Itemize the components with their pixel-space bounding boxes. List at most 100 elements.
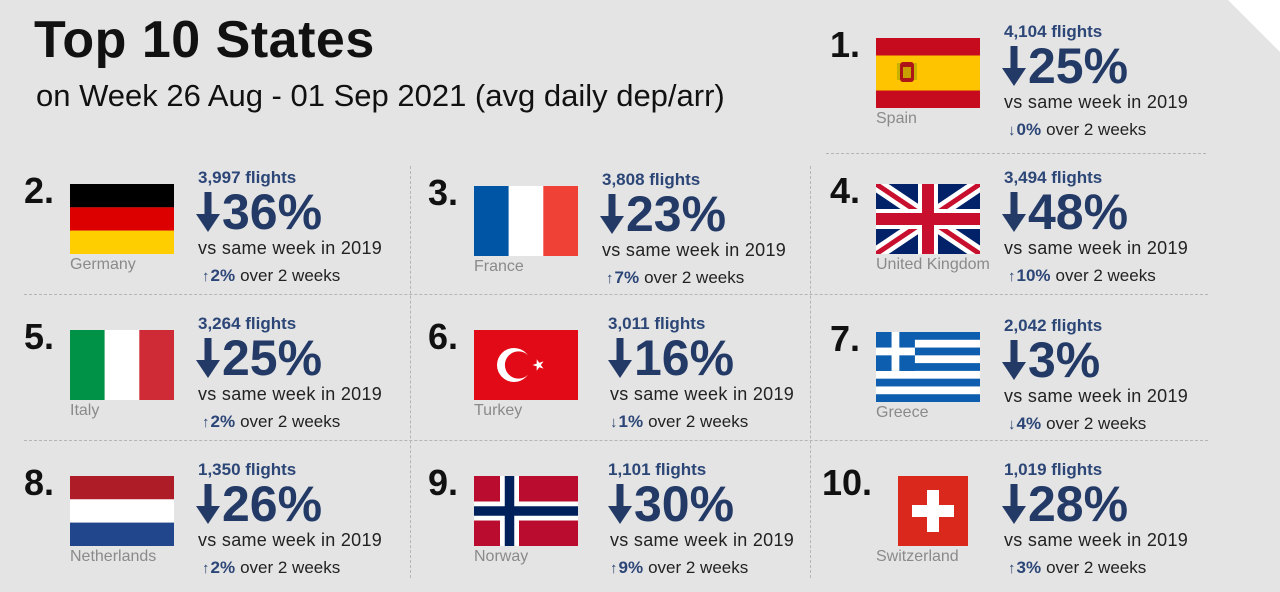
percent-value: 26% — [222, 476, 323, 532]
state-rank: 8. — [24, 462, 55, 503]
trend-label: over 2 weeks — [644, 268, 745, 287]
trend-line: ↑ 10% over 2 weeks — [1008, 266, 1156, 286]
percent-value: 3% — [1028, 332, 1101, 388]
country-name: Switzerland — [876, 548, 959, 565]
flights-count: 2,042 flights — [1004, 316, 1103, 335]
arrow-up-small-icon: ↑ — [1008, 267, 1016, 285]
germany-flag — [70, 184, 174, 254]
percent-change: 36% — [196, 186, 322, 238]
italy-flag — [70, 330, 174, 400]
percent-change: 26% — [196, 478, 322, 530]
state-card: 3. France 3,808 flights 23% vs same week… — [428, 160, 828, 300]
trend-line: ↑ 2% over 2 weeks — [202, 412, 340, 432]
france-flag — [474, 186, 578, 256]
percent-value: 30% — [634, 476, 735, 532]
country-name: United Kingdom — [876, 256, 990, 273]
state-card: 9. Norway 1,101 flights 30% vs same week… — [428, 450, 828, 590]
trend-percent: 10% — [1016, 266, 1051, 285]
country-name: Norway — [474, 548, 529, 565]
arrow-up-small-icon: ↑ — [202, 267, 210, 285]
flights-count: 3,264 flights — [198, 314, 297, 333]
state-rank: 2. — [24, 170, 55, 211]
trend-label: over 2 weeks — [648, 558, 749, 577]
arrow-down-icon — [608, 482, 632, 526]
divider — [24, 294, 1208, 295]
arrow-up-small-icon: ↑ — [1008, 559, 1016, 577]
state-rank: 10. — [822, 462, 873, 503]
trend-label: over 2 weeks — [1055, 266, 1156, 285]
trend-label: over 2 weeks — [240, 558, 341, 577]
flights-count: 3,494 flights — [1004, 168, 1103, 187]
trend-line: ↑ 2% over 2 weeks — [202, 266, 340, 286]
flights-count: 4,104 flights — [1004, 22, 1103, 41]
flights-count: 3,808 flights — [602, 170, 701, 189]
arrow-down-small-icon: ↓ — [1008, 415, 1016, 433]
turkey-flag — [474, 330, 578, 400]
state-rank: 9. — [428, 462, 459, 503]
percent-value: 16% — [634, 330, 735, 386]
percent-value: 36% — [222, 184, 323, 240]
trend-label: over 2 weeks — [1046, 120, 1147, 139]
state-card: 10. Switzerland 1,019 flights 28% vs sam… — [822, 450, 1230, 590]
comparison-label: vs same week in 2019 — [1004, 238, 1189, 258]
trend-percent: 7% — [614, 268, 640, 287]
percent-change: 48% — [1002, 186, 1128, 238]
country-name: Turkey — [474, 402, 523, 419]
state-card: 4. United Kingdom 3,494 flights 48% vs s… — [830, 158, 1230, 298]
trend-line: ↑ 3% over 2 weeks — [1008, 558, 1146, 578]
arrow-up-small-icon: ↑ — [202, 559, 210, 577]
country-name: Greece — [876, 404, 929, 421]
state-rank: 3. — [428, 172, 459, 213]
percent-change: 16% — [608, 332, 734, 384]
comparison-label: vs same week in 2019 — [610, 384, 795, 404]
percent-change: 25% — [196, 332, 322, 384]
trend-percent: 3% — [1016, 558, 1042, 577]
trend-label: over 2 weeks — [1046, 414, 1147, 433]
comparison-label: vs same week in 2019 — [198, 530, 383, 550]
flights-count: 1,350 flights — [198, 460, 297, 479]
country-name: France — [474, 258, 524, 275]
flights-count: 1,101 flights — [608, 460, 707, 479]
divider — [826, 153, 1206, 154]
state-rank: 6. — [428, 316, 459, 357]
trend-line: ↑ 7% over 2 weeks — [606, 268, 744, 288]
percent-value: 28% — [1028, 476, 1129, 532]
trend-label: over 2 weeks — [240, 266, 341, 285]
comparison-label: vs same week in 2019 — [198, 384, 383, 404]
arrow-up-small-icon: ↑ — [606, 269, 614, 287]
comparison-label: vs same week in 2019 — [1004, 386, 1189, 406]
state-rank: 4. — [830, 170, 861, 211]
percent-value: 25% — [222, 330, 323, 386]
trend-label: over 2 weeks — [240, 412, 341, 431]
trend-percent: 9% — [618, 558, 644, 577]
flights-count: 1,019 flights — [1004, 460, 1103, 479]
greece-flag — [876, 332, 980, 402]
state-card: 6. Turkey 3,011 flights 16% vs same week… — [428, 304, 828, 444]
flights-count: 3,011 flights — [608, 314, 706, 333]
percent-change: 25% — [1002, 40, 1128, 92]
arrow-down-small-icon: ↓ — [1008, 121, 1016, 139]
comparison-label: vs same week in 2019 — [602, 240, 787, 260]
arrow-down-icon — [1002, 190, 1026, 234]
country-name: Italy — [70, 402, 100, 419]
trend-line: ↓ 1% over 2 weeks — [610, 412, 748, 432]
country-name: Spain — [876, 110, 917, 127]
comparison-label: vs same week in 2019 — [198, 238, 383, 258]
trend-percent: 0% — [1016, 120, 1042, 139]
country-name: Germany — [70, 256, 136, 273]
percent-value: 25% — [1028, 38, 1129, 94]
trend-line: ↓ 0% over 2 weeks — [1008, 120, 1146, 140]
state-card: 5. Italy 3,264 flights 25% vs same week … — [24, 304, 424, 444]
trend-percent: 2% — [210, 412, 236, 431]
arrow-down-icon — [196, 336, 220, 380]
trend-line: ↑ 9% over 2 weeks — [610, 558, 748, 578]
uk-flag — [876, 184, 980, 254]
arrow-down-icon — [196, 482, 220, 526]
page-subtitle: on Week 26 Aug - 01 Sep 2021 (avg daily … — [36, 78, 725, 113]
divider — [24, 440, 1208, 441]
state-card: 8. Netherlands 1,350 flights 26% vs same… — [24, 450, 424, 590]
percent-change: 3% — [1002, 334, 1100, 386]
trend-line: ↓ 4% over 2 weeks — [1008, 414, 1146, 434]
page-corner-fold — [1228, 0, 1280, 52]
arrow-down-small-icon: ↓ — [610, 413, 618, 431]
